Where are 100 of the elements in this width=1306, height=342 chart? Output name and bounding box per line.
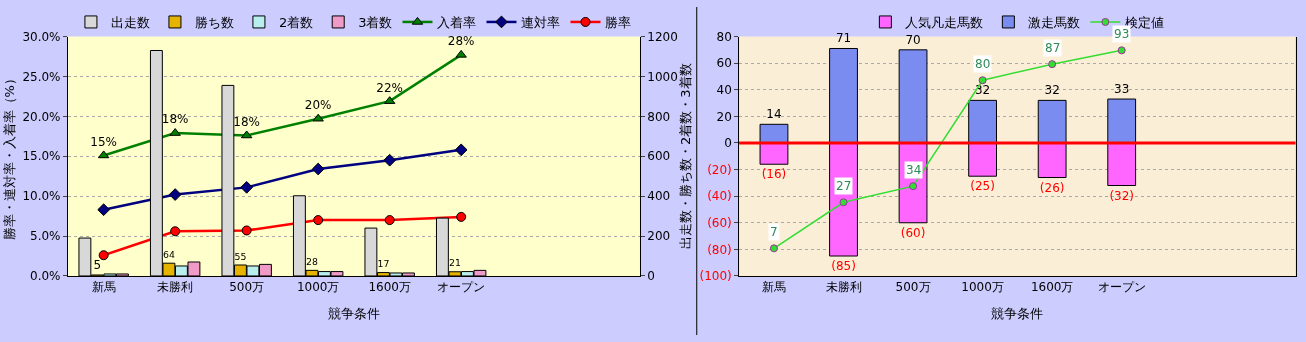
bar bbox=[898, 49, 928, 144]
x-tick-label: 未勝利 bbox=[825, 280, 862, 295]
data-label: 27 bbox=[836, 179, 852, 193]
y-tick-label: 60 bbox=[716, 56, 732, 71]
legend-label: 入着率 bbox=[437, 15, 477, 31]
data-label: 7 bbox=[770, 225, 778, 239]
x-tick-label: 1000万 bbox=[961, 280, 1004, 295]
y2-tick-label: 600 bbox=[647, 149, 671, 164]
data-label: 20% bbox=[304, 98, 332, 113]
bar bbox=[1107, 98, 1137, 144]
data-label: 5 bbox=[93, 257, 102, 272]
data-label: 15% bbox=[90, 134, 117, 149]
y-tick-label: 0 bbox=[724, 136, 732, 151]
data-label: (60) bbox=[900, 225, 926, 240]
point bbox=[313, 215, 324, 226]
point bbox=[97, 203, 111, 217]
data-label: 87 bbox=[1045, 41, 1061, 55]
point bbox=[170, 226, 181, 237]
y-tick-label: 15.0% bbox=[22, 149, 61, 164]
y2-tick-label: 1200 bbox=[647, 29, 678, 44]
data-label: (25) bbox=[970, 179, 995, 194]
y2-tick-label: 800 bbox=[647, 109, 671, 124]
data-label: 71 bbox=[835, 31, 852, 46]
x-tick-label: オープン bbox=[437, 280, 486, 295]
data-label: (85) bbox=[831, 259, 856, 274]
point bbox=[455, 49, 467, 58]
legend-label: 勝率 bbox=[605, 15, 632, 31]
point bbox=[978, 76, 987, 85]
y-tick-label: (80) bbox=[707, 242, 732, 257]
legend-label: 3着数 bbox=[358, 15, 393, 31]
data-label: 14 bbox=[766, 107, 782, 122]
y-tick-label: (20) bbox=[707, 162, 732, 177]
x-tick-label: オープン bbox=[1097, 280, 1146, 295]
data-label: 22% bbox=[376, 80, 404, 95]
data-label: (16) bbox=[761, 167, 787, 182]
point bbox=[383, 153, 397, 167]
point bbox=[454, 143, 468, 157]
point bbox=[312, 113, 324, 122]
y-tick-label: 20.0% bbox=[22, 109, 61, 124]
x-tick-label: 1600万 bbox=[368, 280, 411, 295]
x-axis-title: 競争条件 bbox=[991, 305, 1044, 321]
y-tick-label: 0.0% bbox=[30, 269, 61, 284]
y-tick-label: 20 bbox=[716, 109, 732, 124]
data-label: 55 bbox=[234, 250, 247, 262]
y-axis-title: 勝率・連対率・入着率（%） bbox=[2, 72, 18, 241]
bar bbox=[968, 142, 998, 177]
data-label: 32 bbox=[974, 83, 991, 98]
legend-label: 勝ち数 bbox=[194, 15, 234, 31]
bar bbox=[759, 142, 789, 165]
y-tick-label: 25.0% bbox=[22, 69, 61, 84]
y-tick-label: 30.0% bbox=[22, 29, 61, 44]
point bbox=[769, 244, 778, 253]
point bbox=[1048, 60, 1057, 69]
y-tick-label: 80 bbox=[716, 29, 732, 44]
data-label: 64 bbox=[162, 248, 175, 260]
legend-label: 人気凡走馬数 bbox=[905, 15, 984, 31]
x-tick-label: 未勝利 bbox=[157, 280, 194, 295]
point bbox=[456, 211, 467, 222]
data-label: 17 bbox=[377, 258, 390, 270]
y-tick-label: 10.0% bbox=[22, 189, 61, 204]
legend-label: 激走馬数 bbox=[1028, 15, 1081, 31]
x-tick-label: 新馬 bbox=[761, 280, 786, 295]
point bbox=[1117, 46, 1126, 55]
x-tick-label: 1000万 bbox=[296, 280, 340, 295]
y2-tick-label: 1000 bbox=[647, 69, 678, 84]
y-tick-label: (60) bbox=[707, 215, 732, 230]
y-tick-label: (40) bbox=[707, 189, 732, 204]
data-label: 28 bbox=[305, 256, 318, 268]
x-tick-label: 500万 bbox=[229, 280, 265, 295]
bar bbox=[1037, 99, 1067, 144]
legend-label: 出走数 bbox=[110, 15, 150, 31]
bar bbox=[968, 99, 998, 144]
point bbox=[839, 198, 848, 207]
data-label: 18% bbox=[161, 112, 189, 127]
legend-label: 連対率 bbox=[521, 15, 561, 31]
data-label: 93 bbox=[1114, 27, 1130, 41]
data-label: 28% bbox=[447, 34, 475, 49]
data-label: 21 bbox=[448, 257, 461, 269]
data-label: 18% bbox=[233, 114, 261, 129]
data-label: 70 bbox=[905, 32, 921, 47]
data-label: 34 bbox=[906, 163, 922, 177]
y-tick-label: 5.0% bbox=[30, 229, 61, 244]
y2-axis-title: 出走数・勝ち数・2着数・3着数 bbox=[678, 63, 694, 250]
y2-tick-label: 200 bbox=[647, 229, 671, 244]
y-tick-label: 40 bbox=[716, 82, 732, 97]
point bbox=[311, 162, 325, 176]
data-label: 80 bbox=[975, 57, 991, 71]
bar bbox=[1037, 142, 1067, 179]
data-label: 32 bbox=[1044, 83, 1060, 98]
x-tick-label: 新馬 bbox=[91, 280, 116, 295]
y2-tick-label: 0 bbox=[647, 269, 655, 284]
point bbox=[168, 188, 182, 201]
data-label: 33 bbox=[1114, 82, 1130, 97]
bar bbox=[829, 47, 858, 144]
data-label: (26) bbox=[1039, 180, 1065, 195]
x-axis-title: 競争条件 bbox=[327, 305, 380, 321]
point bbox=[241, 225, 252, 236]
bar bbox=[1107, 142, 1137, 186]
point bbox=[240, 181, 254, 194]
y-tick-label: (100) bbox=[699, 269, 732, 284]
